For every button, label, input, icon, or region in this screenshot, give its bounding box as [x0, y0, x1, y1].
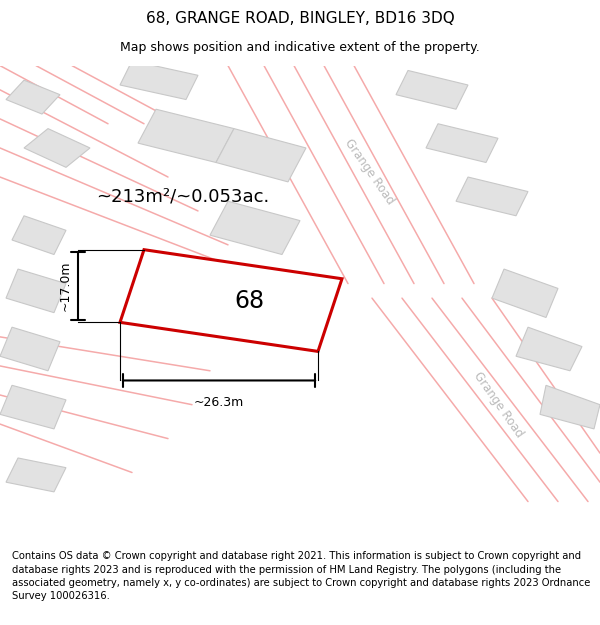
Text: ~17.0m: ~17.0m [58, 261, 71, 311]
Polygon shape [210, 201, 300, 254]
Polygon shape [120, 249, 342, 351]
Text: Contains OS data © Crown copyright and database right 2021. This information is : Contains OS data © Crown copyright and d… [12, 551, 590, 601]
Polygon shape [24, 129, 90, 168]
Polygon shape [120, 61, 198, 99]
Text: 68, GRANGE ROAD, BINGLEY, BD16 3DQ: 68, GRANGE ROAD, BINGLEY, BD16 3DQ [146, 11, 454, 26]
Text: ~213m²/~0.053ac.: ~213m²/~0.053ac. [96, 188, 269, 206]
Polygon shape [12, 216, 66, 254]
Polygon shape [426, 124, 498, 162]
Text: 68: 68 [234, 289, 264, 312]
Polygon shape [138, 109, 234, 162]
Polygon shape [216, 129, 306, 182]
Text: Grange Road: Grange Road [341, 137, 397, 208]
Text: Grange Road: Grange Road [470, 369, 526, 440]
Polygon shape [6, 80, 60, 114]
Polygon shape [210, 269, 300, 322]
Polygon shape [6, 458, 66, 492]
Polygon shape [0, 328, 60, 371]
Polygon shape [516, 328, 582, 371]
Polygon shape [0, 385, 66, 429]
Text: ~26.3m: ~26.3m [194, 396, 244, 409]
Text: Map shows position and indicative extent of the property.: Map shows position and indicative extent… [120, 41, 480, 54]
Polygon shape [396, 71, 468, 109]
Polygon shape [456, 177, 528, 216]
Polygon shape [492, 269, 558, 318]
Polygon shape [540, 385, 600, 429]
Polygon shape [6, 269, 66, 312]
